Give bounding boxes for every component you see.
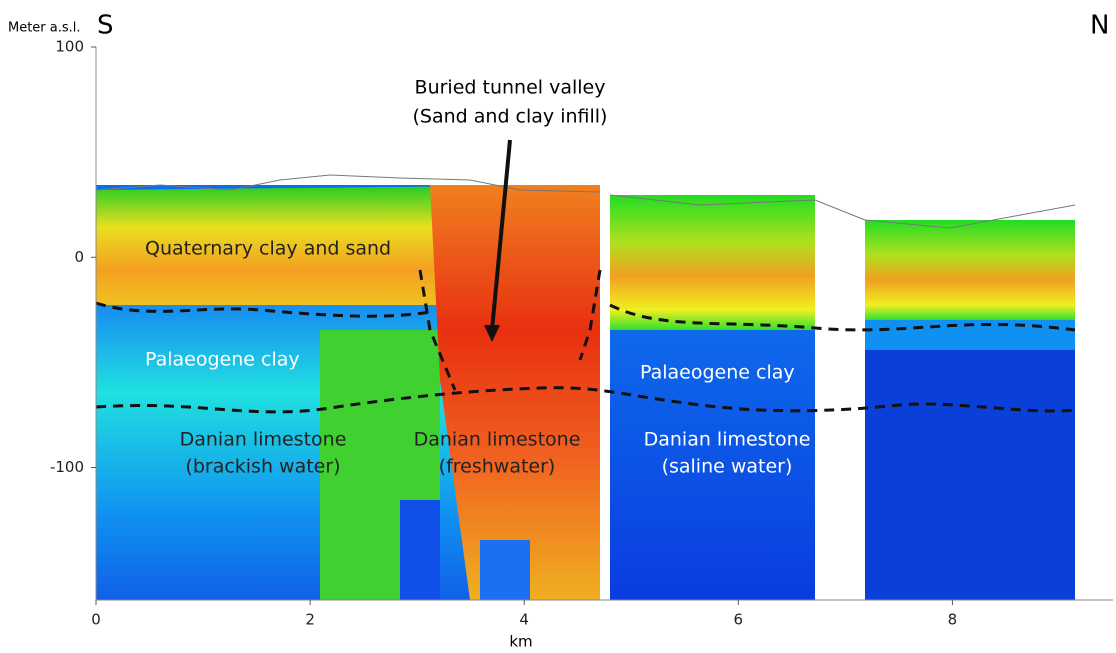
x-tick-label: 8 bbox=[948, 611, 958, 629]
y-axis-label: Meter a.s.l. bbox=[8, 21, 81, 36]
x-tick-label: 0 bbox=[91, 611, 101, 629]
x-axis-label: km bbox=[509, 633, 532, 651]
y-tick-label: 0 bbox=[74, 248, 84, 266]
annotation: Palaeogene clay bbox=[145, 349, 300, 371]
annotation: Palaeogene clay bbox=[640, 362, 795, 384]
arrow-head bbox=[484, 325, 500, 342]
direction-label: N bbox=[1090, 11, 1109, 41]
annotation: (Sand and clay infill) bbox=[413, 106, 608, 128]
annotation: Danian limestone bbox=[644, 429, 811, 451]
y-tick-label: 100 bbox=[55, 38, 84, 56]
annotation: Danian limestone bbox=[414, 429, 581, 451]
arrow bbox=[490, 139, 512, 331]
annotation: (saline water) bbox=[662, 456, 793, 478]
annotation: (freshwater) bbox=[439, 456, 556, 478]
boundary-lines bbox=[95, 269, 1076, 414]
resistivity-image bbox=[95, 174, 1076, 600]
y-tick-label: -100 bbox=[50, 458, 84, 476]
direction-label: S bbox=[97, 11, 114, 41]
annotation: Buried tunnel valley bbox=[415, 77, 606, 99]
annotation-box bbox=[402, 72, 618, 134]
x-tick-label: 6 bbox=[734, 611, 744, 629]
annotation: Danian limestone bbox=[180, 429, 347, 451]
x-tick-label: 2 bbox=[305, 611, 315, 629]
x-tick-label: 4 bbox=[519, 611, 529, 629]
annotation: (brackish water) bbox=[185, 456, 340, 478]
annotation: Quaternary clay and sand bbox=[145, 238, 391, 260]
